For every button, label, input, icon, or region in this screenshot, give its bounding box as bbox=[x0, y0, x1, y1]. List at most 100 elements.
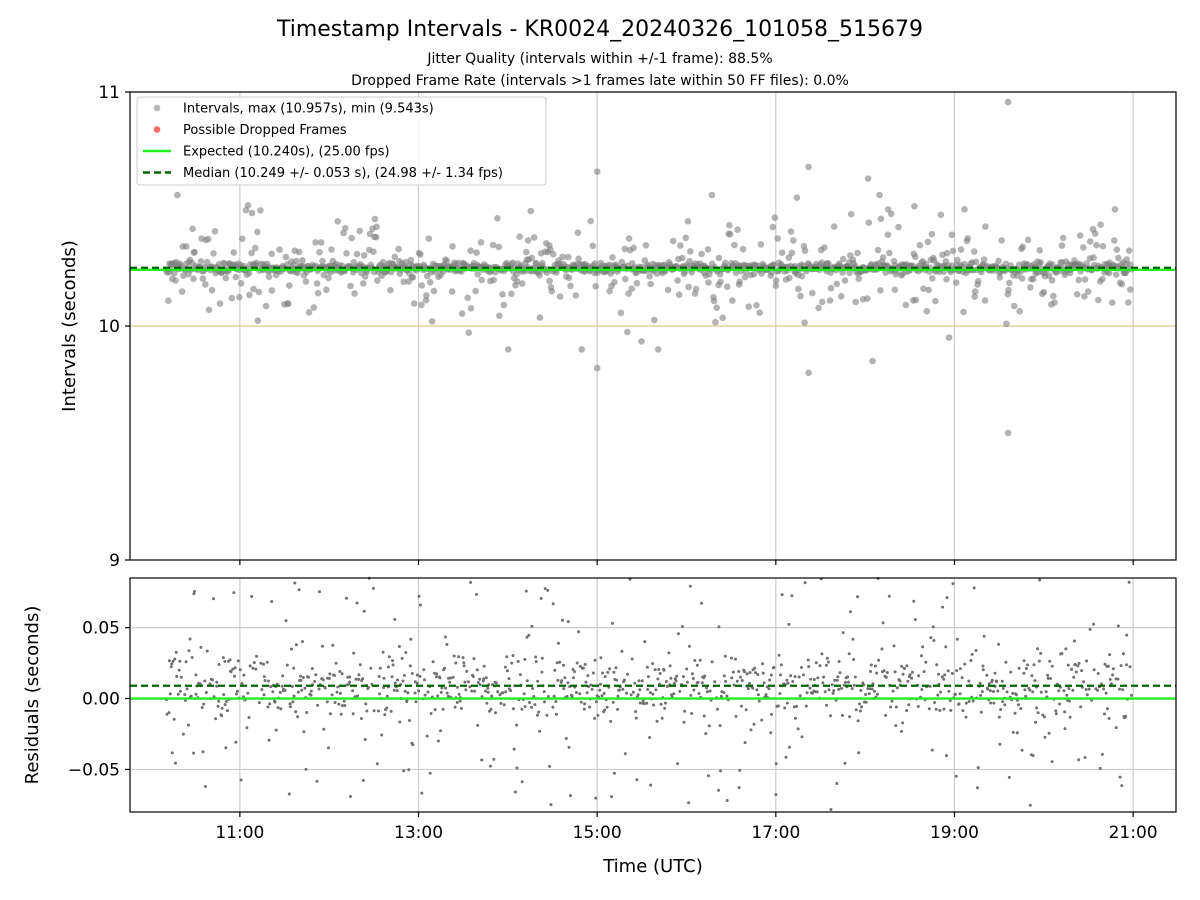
residual-point bbox=[455, 701, 459, 704]
residual-point bbox=[301, 640, 304, 644]
residual-point bbox=[1114, 726, 1118, 730]
residual-point bbox=[1074, 670, 1078, 674]
residual-point bbox=[1017, 666, 1021, 670]
interval-point bbox=[360, 252, 368, 259]
residual-point bbox=[225, 709, 229, 713]
residual-point bbox=[1005, 690, 1009, 694]
residual-point bbox=[240, 682, 244, 685]
residual-point bbox=[916, 705, 920, 708]
residual-point bbox=[1043, 735, 1047, 739]
residual-point bbox=[285, 663, 289, 667]
residual-point bbox=[187, 649, 191, 653]
interval-point bbox=[509, 259, 517, 267]
residual-point bbox=[494, 681, 498, 685]
residual-point bbox=[565, 694, 569, 698]
residual-point bbox=[446, 694, 450, 698]
residual-point bbox=[643, 640, 647, 644]
residual-point bbox=[947, 689, 951, 693]
residual-point bbox=[235, 689, 239, 693]
residual-point bbox=[520, 707, 524, 711]
residual-point bbox=[1024, 667, 1028, 670]
interval-point bbox=[536, 314, 544, 321]
legend-label: Median (10.249 +/- 0.053 s), (24.98 +/- … bbox=[183, 166, 503, 181]
residual-point bbox=[1044, 690, 1048, 694]
interval-point bbox=[230, 249, 238, 256]
residual-point bbox=[546, 695, 550, 698]
residual-point bbox=[183, 699, 187, 702]
residual-point bbox=[501, 691, 505, 695]
residual-point bbox=[922, 670, 926, 674]
residual-point bbox=[760, 718, 764, 722]
interval-point bbox=[887, 210, 895, 218]
residual-point bbox=[1046, 673, 1050, 677]
interval-point bbox=[974, 277, 982, 285]
residual-point bbox=[1026, 663, 1029, 667]
residual-point bbox=[789, 674, 793, 678]
interval-point bbox=[505, 346, 512, 353]
residual-point bbox=[976, 766, 980, 770]
residual-point bbox=[358, 663, 362, 667]
residual-point bbox=[929, 636, 933, 640]
residual-point bbox=[532, 695, 536, 698]
interval-point bbox=[732, 269, 740, 277]
residual-point bbox=[616, 694, 620, 698]
interval-point-notable bbox=[1004, 98, 1012, 106]
residual-point bbox=[452, 654, 456, 658]
residual-point bbox=[611, 700, 615, 704]
residual-point bbox=[348, 680, 352, 684]
residual-point bbox=[681, 675, 685, 679]
residual-point bbox=[787, 622, 791, 626]
residual-point bbox=[405, 699, 409, 702]
residual-point bbox=[523, 705, 527, 709]
residual-point bbox=[499, 701, 503, 705]
residual-point bbox=[1087, 687, 1091, 691]
residual-point bbox=[1111, 673, 1115, 677]
interval-point bbox=[821, 244, 828, 251]
residual-point bbox=[284, 619, 288, 623]
residual-point bbox=[964, 701, 968, 705]
residual-point bbox=[954, 774, 958, 778]
residual-point bbox=[586, 674, 590, 678]
residual-point bbox=[960, 676, 964, 680]
residual-point bbox=[729, 656, 733, 660]
residual-point bbox=[690, 672, 694, 676]
residual-point bbox=[443, 635, 447, 639]
interval-point bbox=[575, 255, 582, 263]
residual-point bbox=[210, 678, 214, 682]
residual-point bbox=[486, 690, 490, 694]
residual-point bbox=[634, 710, 638, 714]
residual-point bbox=[1050, 664, 1054, 668]
residual-point bbox=[858, 709, 862, 713]
residual-point bbox=[1128, 665, 1132, 669]
residual-point bbox=[685, 667, 689, 671]
residual-point bbox=[356, 694, 359, 698]
residual-point bbox=[912, 599, 916, 603]
interval-point bbox=[864, 295, 871, 302]
residual-point bbox=[265, 660, 269, 664]
interval-point bbox=[1109, 299, 1116, 307]
residual-point bbox=[378, 692, 382, 696]
residual-point bbox=[266, 705, 270, 709]
residual-point bbox=[522, 692, 526, 696]
residual-point bbox=[387, 655, 391, 659]
residual-point bbox=[534, 655, 538, 659]
residual-point bbox=[649, 783, 653, 787]
residual-point bbox=[885, 671, 889, 675]
residual-point bbox=[695, 663, 699, 667]
interval-point bbox=[1040, 288, 1048, 296]
residual-point bbox=[506, 669, 509, 673]
residual-point bbox=[439, 690, 443, 694]
interval-point bbox=[876, 191, 883, 199]
residual-point bbox=[698, 658, 702, 662]
residual-point bbox=[705, 690, 709, 694]
interval-point bbox=[785, 254, 793, 261]
residual-point bbox=[785, 701, 789, 705]
interval-point bbox=[183, 243, 190, 250]
residual-point bbox=[563, 676, 567, 680]
legend-marker bbox=[153, 126, 161, 133]
interval-point bbox=[679, 254, 686, 262]
legend-label: Intervals, max (10.957s), min (9.543s) bbox=[183, 102, 434, 117]
interval-point bbox=[1115, 254, 1122, 262]
residual-point bbox=[689, 693, 693, 697]
